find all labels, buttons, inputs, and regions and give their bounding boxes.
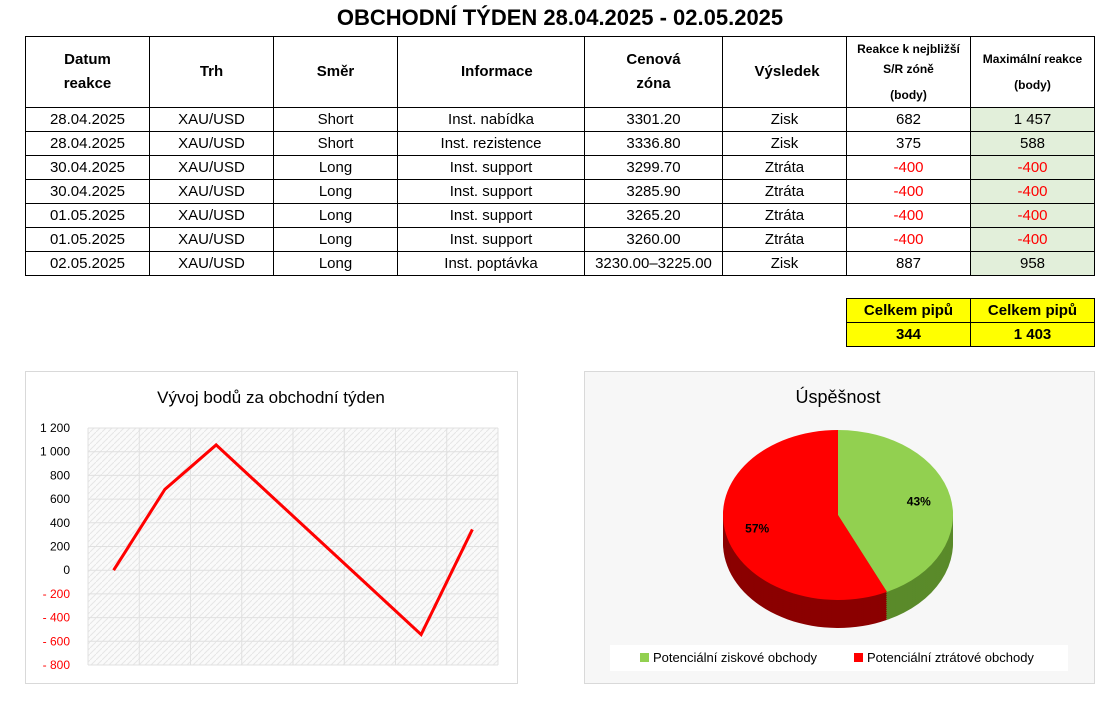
y-tick-label: - 400 xyxy=(43,611,71,625)
table-row: 30.04.2025 XAU/USD Long Inst. support 3285.9… xyxy=(25,179,1095,204)
header-line: (body) xyxy=(1014,78,1051,92)
table-cell: Inst. support xyxy=(397,227,585,252)
header-line: (body) xyxy=(890,88,927,102)
header-cell: Cenová zóna xyxy=(584,36,723,108)
total-label: Celkem pipů xyxy=(846,298,971,323)
table-cell: -400 xyxy=(970,179,1095,204)
y-tick-label: - 200 xyxy=(43,587,71,601)
table-cell: XAU/USD xyxy=(149,179,274,204)
pie-panel xyxy=(584,371,1095,684)
table-row: 01.05.2025 XAU/USD Long Inst. support 3260.0… xyxy=(25,227,1095,252)
legend-swatch xyxy=(640,653,649,662)
header-cell: Datum reakce xyxy=(25,36,150,108)
total-value: 344 xyxy=(846,322,971,347)
table-cell: 3285.90 xyxy=(584,179,723,204)
header-line: Maximální reakce xyxy=(982,52,1083,66)
table-row: 30.04.2025 XAU/USD Long Inst. support 3299.7… xyxy=(25,155,1095,180)
header-text: Směr xyxy=(316,63,355,80)
table-cell: Long xyxy=(273,203,398,228)
header-line: Reakce k nejbližší S/R zóně xyxy=(857,42,960,76)
table-cell: 28.04.2025 xyxy=(25,131,150,156)
table-cell: XAU/USD xyxy=(149,251,274,276)
y-tick-label: 0 xyxy=(63,563,70,577)
table-cell: 3230.00–3225.00 xyxy=(584,251,723,276)
page-title: OBCHODNÍ TÝDEN 28.04.2025 - 02.05.2025 xyxy=(336,5,784,30)
legend-swatch xyxy=(854,653,863,662)
total-value: 1 403 xyxy=(970,322,1095,347)
table-cell: 588 xyxy=(970,131,1095,156)
table-cell: Ztráta xyxy=(722,227,847,252)
header-cell: Informace xyxy=(397,36,585,108)
chart-title: Vývoj bodů za obchodní týden xyxy=(157,388,385,407)
y-tick-label: - 600 xyxy=(43,634,71,648)
table-cell: Inst. support xyxy=(397,203,585,228)
totals-row: 344 1 403 xyxy=(846,322,1095,347)
trade-table: Datum reakce Trh Směr Informace Cenová zóna V… xyxy=(25,36,1095,276)
table-cell: 887 xyxy=(846,251,971,276)
table-cell: Zisk xyxy=(722,107,847,132)
table-cell: XAU/USD xyxy=(149,227,274,252)
table-cell: 3260.00 xyxy=(584,227,723,252)
table-cell: -400 xyxy=(846,179,971,204)
table-cell: 02.05.2025 xyxy=(25,251,150,276)
header-cell: Výsledek xyxy=(722,36,847,108)
table-cell: -400 xyxy=(970,155,1095,180)
header-text: Informace xyxy=(461,63,533,80)
totals-row: Celkem pipů Celkem pipů xyxy=(846,298,1095,323)
data-label: 43% xyxy=(907,495,931,509)
chart-title: Úspěšnost xyxy=(795,386,880,407)
header-text: Výsledek xyxy=(754,63,820,80)
table-cell: 1 457 xyxy=(970,107,1095,132)
y-tick-label: 1 200 xyxy=(40,421,70,435)
y-tick-label: - 800 xyxy=(43,658,71,672)
pie-slice xyxy=(722,430,887,600)
table-cell: 3336.80 xyxy=(584,131,723,156)
pie-slice xyxy=(838,430,953,592)
total-label: Celkem pipů xyxy=(970,298,1095,323)
y-tick-label: 200 xyxy=(50,540,70,554)
table-cell: XAU/USD xyxy=(149,107,274,132)
legend-label: Potenciální ziskové obchody xyxy=(653,650,818,665)
y-tick-label: 600 xyxy=(50,492,70,506)
header-row: Datum reakce Trh Směr Informace Cenová zóna V… xyxy=(25,36,1095,108)
table-cell: 3265.20 xyxy=(584,203,723,228)
header-text: Datum reakce xyxy=(63,51,112,92)
table-cell: 958 xyxy=(970,251,1095,276)
table-cell: Inst. support xyxy=(397,179,585,204)
legend-box xyxy=(610,645,1068,671)
table-cell: Long xyxy=(273,251,398,276)
totals-table: Celkem pipů Celkem pipů 344 1 403 xyxy=(846,298,1095,347)
y-tick-label: 400 xyxy=(50,516,70,530)
line xyxy=(112,442,474,638)
header-text: Trh xyxy=(199,63,224,80)
data-label: 57% xyxy=(745,521,769,535)
table-cell: 01.05.2025 xyxy=(25,203,150,228)
header-cell: Reakce k nejbližší S/R zóně (body) xyxy=(846,36,971,108)
table-cell: 01.05.2025 xyxy=(25,227,150,252)
header-cell: Maximální reakce (body) xyxy=(970,36,1095,108)
y-tick-label: 800 xyxy=(50,468,70,482)
table-row: 01.05.2025 XAU/USD Long Inst. support 3265.2… xyxy=(25,203,1095,228)
header-text: Cenová zóna xyxy=(626,51,681,92)
table-cell: -400 xyxy=(846,203,971,228)
y-tick-label: 1 000 xyxy=(40,445,70,459)
table-cell: Zisk xyxy=(722,251,847,276)
table-cell: Ztráta xyxy=(722,203,847,228)
table-cell: Inst. nabídka xyxy=(397,107,585,132)
table-cell: Inst. poptávka xyxy=(397,251,585,276)
table-cell: -400 xyxy=(970,227,1095,252)
table-cell: -400 xyxy=(970,203,1095,228)
legend-label: Potenciální ztrátové obchody xyxy=(867,650,1034,665)
table-row: 02.05.2025 XAU/USD Long Inst. poptávka 3230.… xyxy=(25,251,1095,276)
